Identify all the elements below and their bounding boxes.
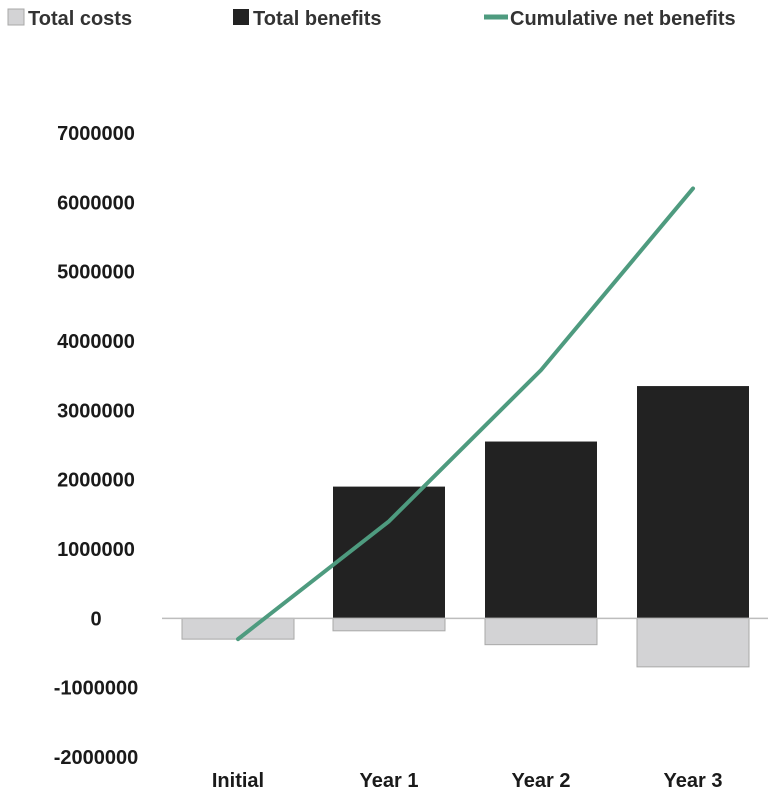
- y-tick-label: 1000000: [57, 539, 135, 561]
- y-tick-label: 6000000: [57, 192, 135, 214]
- total-costs-bar-initial: [181, 617, 295, 640]
- y-tick-label: 0: [90, 608, 101, 630]
- y-tick-label: -2000000: [54, 747, 139, 769]
- y-tick-label: 5000000: [57, 262, 135, 284]
- y-tick-label: 7000000: [57, 123, 135, 145]
- legend-label-total-benefits: Total benefits: [253, 8, 382, 30]
- x-tick-label-year-2: Year 2: [512, 770, 571, 790]
- total-costs-bar-year-2: [484, 617, 598, 646]
- legend-label-cumulative-net-benefits: Cumulative net benefits: [510, 8, 736, 30]
- legend-swatch-total-costs: [7, 8, 25, 26]
- x-tick-label-year-1: Year 1: [360, 770, 419, 790]
- total-benefits-bar-year-2: [485, 441, 597, 619]
- legend-swatch-total-benefits: [233, 9, 249, 25]
- y-tick-label: 4000000: [57, 331, 135, 353]
- cumulative-net-benefits-line: [236, 186, 695, 642]
- x-tick-label-year-3: Year 3: [664, 770, 723, 790]
- y-tick-label: 2000000: [57, 470, 135, 492]
- y-axis-tick-labels: 7000000 6000000 5000000 4000000 3000000 20000…: [54, 123, 139, 769]
- total-benefits-bar-year-3: [637, 386, 749, 619]
- x-tick-label-initial: Initial: [212, 770, 264, 790]
- total-costs-bar-year-1: [332, 617, 446, 632]
- bars: [181, 386, 750, 668]
- legend: Total costs Total benefits Cumulative ne…: [7, 8, 736, 30]
- x-axis-tick-labels: Initial Year 1 Year 2 Year 3: [212, 770, 723, 790]
- legend-label-total-costs: Total costs: [28, 8, 132, 30]
- y-tick-label: 3000000: [57, 400, 135, 422]
- total-costs-bar-year-3: [636, 617, 750, 668]
- y-tick-label: -1000000: [54, 678, 139, 700]
